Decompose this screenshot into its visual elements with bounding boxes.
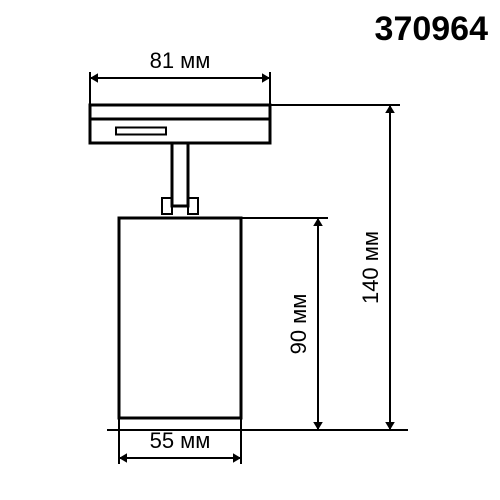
dim-total-height: 140 мм — [358, 231, 383, 304]
dim-body-diameter: 55 мм — [150, 428, 211, 453]
body-cylinder — [119, 218, 241, 418]
model-number: 370964 — [375, 10, 489, 48]
dim-body-height: 90 мм — [286, 294, 311, 355]
dim-mount-width: 81 мм — [150, 48, 211, 73]
mount-top-bar — [90, 105, 270, 119]
stem — [172, 143, 188, 206]
mount-slot — [116, 128, 166, 135]
